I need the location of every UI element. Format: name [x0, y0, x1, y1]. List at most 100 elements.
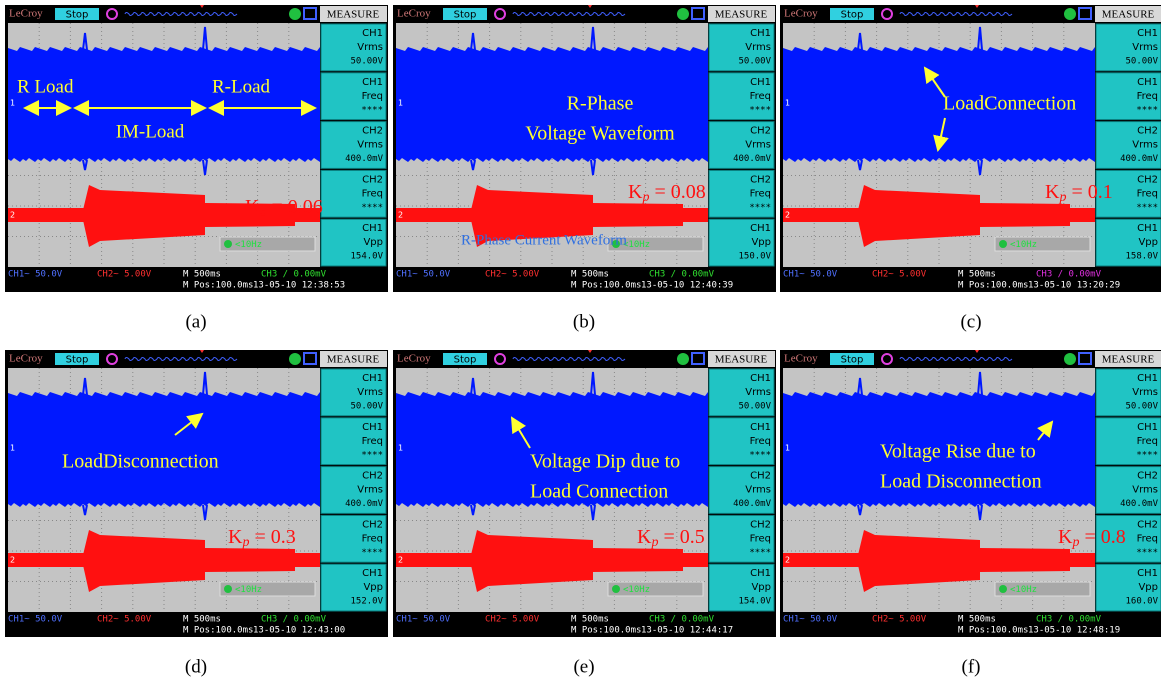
- measure-value: ****: [361, 450, 383, 460]
- date: 13-05-10 12:40:39: [641, 281, 733, 291]
- state: Stop: [454, 355, 477, 366]
- ch3-scale: CH3 / 0.00mV: [1036, 615, 1102, 625]
- current-tail: [205, 548, 295, 572]
- measure-value: 400.0mV: [1120, 499, 1159, 509]
- measure-value: 154.0V: [738, 597, 771, 607]
- measure-param: Vrms: [745, 485, 771, 496]
- measure-value: 150.0V: [738, 252, 771, 262]
- channel-marker: 2: [10, 211, 15, 220]
- channel-marker: 1: [10, 99, 15, 108]
- channel-marker: 1: [398, 99, 403, 108]
- measure-channel: CH1: [362, 28, 383, 39]
- measure-value: ****: [1136, 548, 1158, 558]
- measure-param: Freq: [1137, 188, 1158, 199]
- measure-param: Vrms: [357, 140, 383, 151]
- measure-channel: CH1: [750, 422, 771, 433]
- kp-label: Kp = 0.1: [1045, 181, 1113, 206]
- measure-param: Vpp: [751, 582, 771, 593]
- caption: (d): [185, 656, 207, 677]
- measure-channel: CH1: [362, 422, 383, 433]
- position: M Pos:100.0ms: [958, 626, 1028, 636]
- annotation: Voltage Dip due to: [530, 451, 680, 473]
- voltage-waveform: [8, 47, 320, 162]
- measure-channel: CH2: [362, 126, 383, 137]
- measure-channel: CH2: [1137, 519, 1158, 530]
- timebase: M 500ms: [183, 615, 221, 625]
- trigger-text: <10Hz: [235, 240, 262, 250]
- measure-param: Vpp: [363, 237, 383, 248]
- measure-channel: CH1: [750, 77, 771, 88]
- brand: LeCroy: [784, 8, 818, 20]
- measure-channel: CH1: [1137, 28, 1158, 39]
- ch2-scale: CH2~ 5.00V: [97, 615, 152, 625]
- measure-channel: CH2: [362, 174, 383, 185]
- kp-value: = 0.06: [266, 196, 322, 218]
- kp-value: = 0.08: [649, 181, 705, 203]
- measure-channel: CH1: [1137, 223, 1158, 234]
- ch2-scale: CH2~ 5.00V: [485, 270, 540, 280]
- measure-value: ****: [361, 203, 383, 213]
- date: 13-05-10 12:38:53: [253, 281, 345, 291]
- trigger-text: <10Hz: [1010, 240, 1037, 250]
- measure-channel: CH2: [1137, 126, 1158, 137]
- current-tail: [593, 548, 683, 572]
- measure-param: Vpp: [1138, 237, 1158, 248]
- measure-value: ****: [1136, 105, 1158, 115]
- position: M Pos:100.0ms: [183, 281, 253, 291]
- measure-value: 160.0V: [1125, 597, 1158, 607]
- position: M Pos:100.0ms: [183, 626, 253, 636]
- measure-param: Freq: [750, 188, 771, 199]
- measure-value: ****: [749, 105, 771, 115]
- measure-channel: CH2: [362, 519, 383, 530]
- state: Stop: [454, 10, 477, 21]
- kp-label: Kp = 0.06: [245, 196, 323, 221]
- measure-channel: CH1: [362, 223, 383, 234]
- kp-sub: p: [641, 190, 649, 205]
- channel-marker: 1: [785, 99, 790, 108]
- voltage-waveform: [8, 392, 320, 507]
- measure-value: 152.0V: [350, 597, 383, 607]
- trigger-dot: [999, 240, 1007, 248]
- trigger-dot: [224, 240, 232, 248]
- ch3-scale: CH3 / 0.00mV: [261, 615, 327, 625]
- measure-title: MEASURE: [715, 9, 768, 21]
- annotation: LoadDisconnection: [62, 451, 219, 473]
- measure-channel: CH2: [362, 471, 383, 482]
- caption: (a): [185, 311, 206, 332]
- measure-channel: CH1: [1137, 373, 1158, 384]
- measure-param: Freq: [1137, 436, 1158, 447]
- measure-title: MEASURE: [327, 9, 380, 21]
- measure-channel: CH1: [750, 223, 771, 234]
- measure-title: MEASURE: [1102, 354, 1155, 366]
- scope-panel: LeCroyStopMEASURE12<10HzCH1Vrms50.00VCH1…: [393, 350, 776, 637]
- channel-marker: 2: [785, 556, 790, 565]
- measure-value: 400.0mV: [345, 154, 384, 164]
- brand: LeCroy: [9, 8, 43, 20]
- brand: LeCroy: [397, 353, 431, 365]
- measure-param: Freq: [750, 533, 771, 544]
- annotation: Load Disconnection: [880, 471, 1042, 493]
- ch1-scale: CH1~ 50.0V: [396, 270, 451, 280]
- green-icon: [1064, 8, 1076, 20]
- ch1-scale: CH1~ 50.0V: [783, 615, 838, 625]
- measure-param: Freq: [362, 436, 383, 447]
- timebase: M 500ms: [571, 270, 609, 280]
- green-icon: [677, 8, 689, 20]
- position: M Pos:100.0ms: [571, 626, 641, 636]
- channel-marker: 2: [10, 556, 15, 565]
- measure-value: ****: [749, 548, 771, 558]
- measure-channel: CH1: [750, 28, 771, 39]
- kp-sub: p: [650, 535, 658, 550]
- measure-value: 50.00V: [350, 57, 383, 67]
- channel-marker: 1: [785, 444, 790, 453]
- state: Stop: [841, 10, 864, 21]
- measure-channel: CH1: [362, 568, 383, 579]
- measure-channel: CH2: [750, 519, 771, 530]
- measure-channel: CH2: [750, 126, 771, 137]
- measure-value: 400.0mV: [345, 499, 384, 509]
- green-icon: [289, 353, 301, 365]
- trigger-text: <10Hz: [623, 240, 650, 250]
- ch1-scale: CH1~ 50.0V: [8, 615, 63, 625]
